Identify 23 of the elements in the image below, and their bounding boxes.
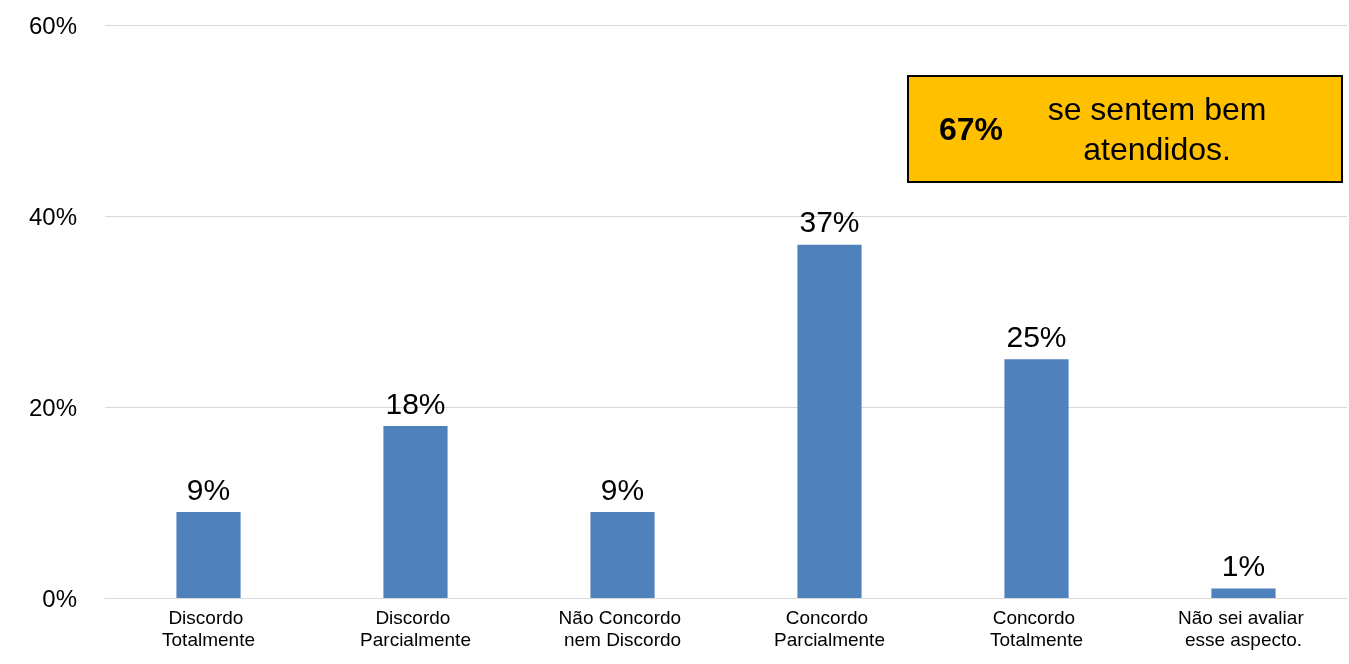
x-tick-label: Concordo Parcialmente [774, 606, 885, 650]
x-tick-label: Não sei avaliar esse aspecto. [1178, 606, 1309, 650]
x-tick-label: Discordo Totalmente [162, 606, 255, 650]
x-tick-label: Não Concordo nem Discordo [558, 606, 687, 650]
bar [1211, 588, 1276, 598]
bar [590, 512, 655, 598]
bar [1004, 359, 1069, 598]
data-label: 37% [799, 205, 860, 239]
data-label: 9% [600, 472, 645, 506]
x-tick-label: Discordo Parcialmente [360, 606, 471, 650]
bar [797, 244, 862, 598]
data-label: 1% [1221, 548, 1266, 582]
bar [383, 426, 448, 598]
data-label: 18% [385, 386, 446, 420]
data-label: 25% [1006, 319, 1067, 353]
y-tick-label: 60% [28, 11, 77, 39]
callout-box: 67% se sentem bem atendidos. [907, 75, 1343, 183]
data-label: 9% [186, 472, 231, 506]
y-tick-label: 20% [28, 393, 77, 421]
y-tick-label: 0% [42, 584, 77, 612]
x-tick-label: Concordo Totalmente [990, 606, 1083, 650]
y-tick-label: 40% [28, 202, 77, 230]
bar [176, 512, 241, 598]
